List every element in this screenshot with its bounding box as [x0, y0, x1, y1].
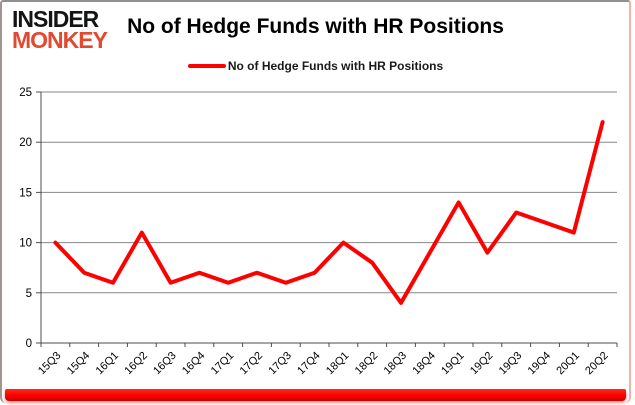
- y-axis-label: 0: [26, 338, 32, 350]
- x-axis-label: 18Q3: [382, 350, 410, 378]
- x-axis-label: 17Q1: [209, 350, 237, 378]
- insider-monkey-logo: INSIDER MONKEY: [12, 6, 108, 54]
- x-axis-label: 20Q2: [583, 350, 611, 378]
- logo-text-insider: INSIDER: [12, 6, 99, 32]
- logo-text-monkey: MONKEY: [12, 27, 108, 54]
- x-axis-label: 18Q2: [353, 350, 381, 378]
- x-axis-label: 16Q4: [180, 350, 208, 378]
- x-axis-label: 16Q3: [151, 350, 179, 378]
- x-axis-label: 20Q1: [554, 350, 582, 378]
- legend-label: No of Hedge Funds with HR Positions: [227, 59, 444, 73]
- x-axis-label: 15Q3: [36, 350, 64, 378]
- y-axis-label: 5: [26, 288, 32, 300]
- y-axis-label: 20: [19, 137, 32, 149]
- x-axis-label: 16Q1: [94, 350, 122, 378]
- x-axis-label: 17Q2: [238, 350, 266, 378]
- x-axis-label: 19Q4: [526, 350, 554, 378]
- x-axis-label: 17Q4: [295, 350, 323, 378]
- y-axis-label: 10: [19, 238, 32, 250]
- x-axis-label: 16Q2: [122, 350, 150, 378]
- x-axis-label: 19Q2: [468, 350, 496, 378]
- bottom-accent-bar: [5, 389, 626, 401]
- y-axis-label: 25: [19, 87, 32, 99]
- y-axis-label: 15: [19, 187, 32, 199]
- chart-title: No of Hedge Funds with HR Positions: [127, 15, 504, 38]
- x-axis-label: 15Q4: [65, 350, 93, 378]
- data-series-line: [53, 120, 605, 305]
- x-axis-label: 19Q1: [439, 350, 467, 378]
- legend: No of Hedge Funds with HR Positions: [2, 59, 629, 73]
- x-axis-label: 18Q1: [324, 350, 352, 378]
- x-axis-label: 18Q4: [410, 350, 438, 378]
- legend-line-marker: [187, 64, 226, 68]
- x-axis-label: 17Q3: [266, 350, 294, 378]
- x-axis-label: 19Q3: [497, 350, 525, 378]
